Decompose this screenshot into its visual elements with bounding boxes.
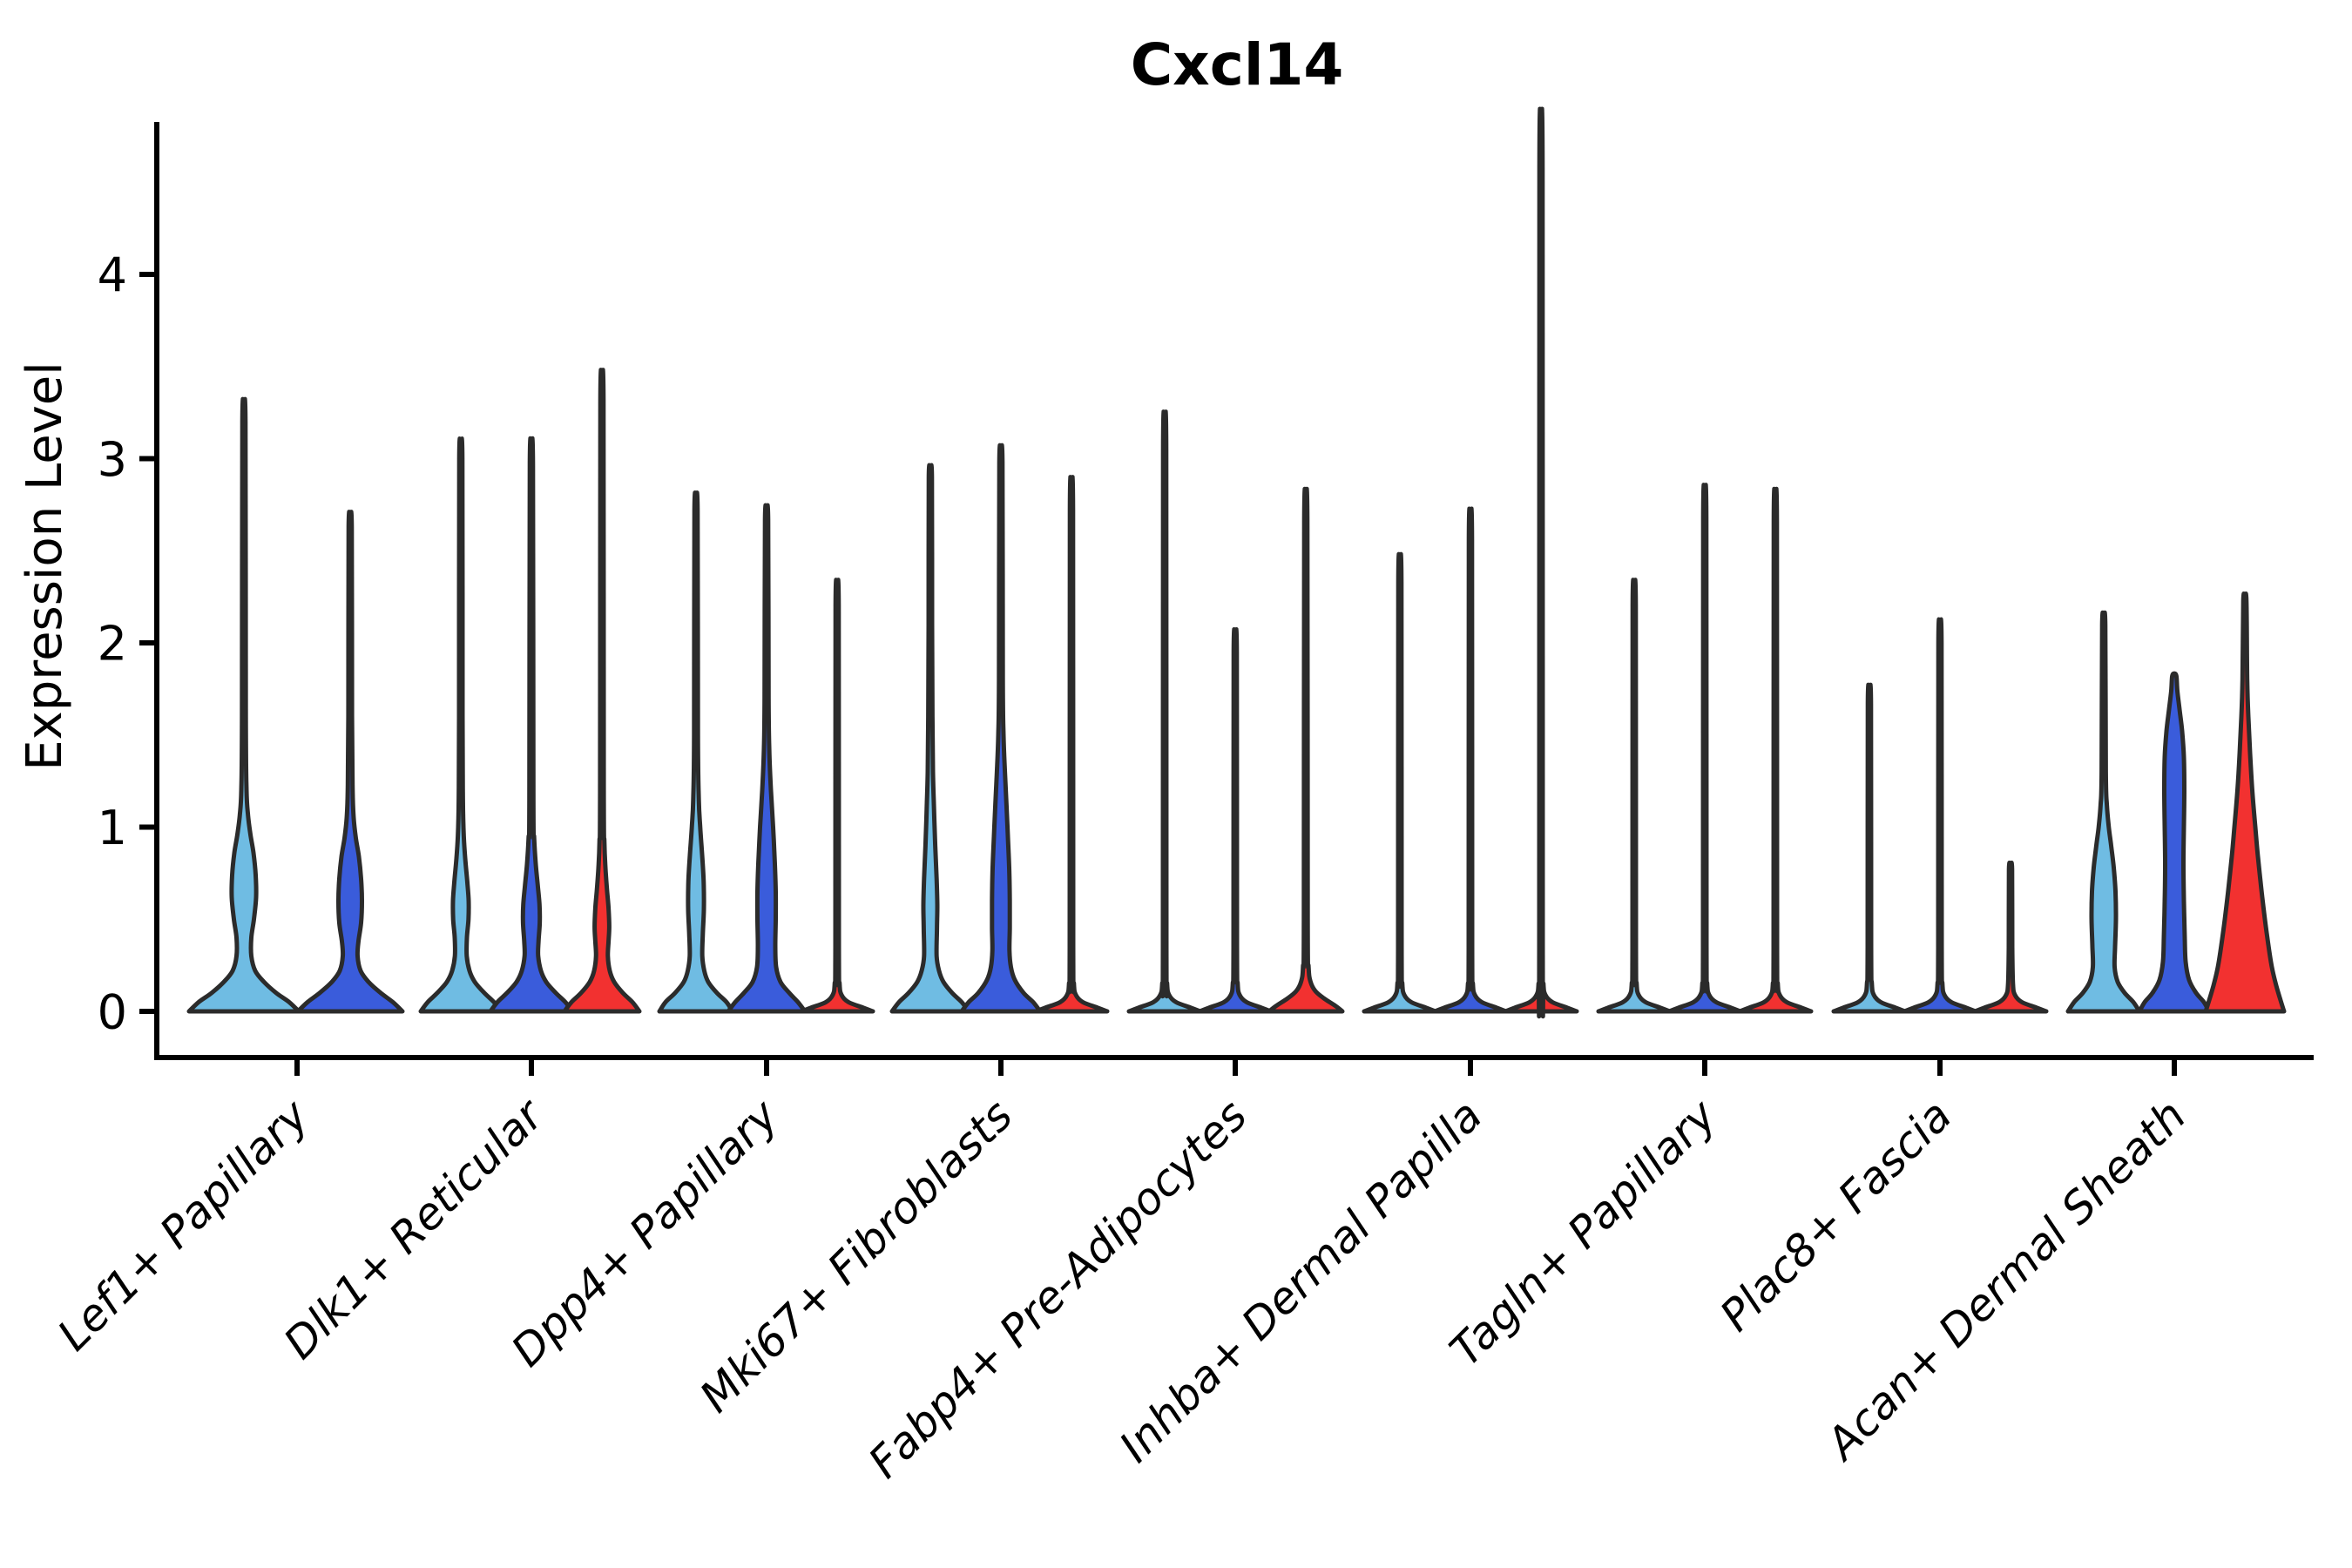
violin-9-2 [2137, 671, 2212, 1014]
x-category-label: Dlk1+ Reticular [274, 1088, 555, 1369]
y-tick-label: 1 [98, 801, 127, 855]
violin-9-3 [2203, 591, 2287, 1014]
violin-1-2 [295, 510, 405, 1014]
violin-5-2 [1197, 627, 1274, 1014]
chart-title: Cxcl14 [1131, 31, 1344, 98]
violin-2-3 [562, 368, 642, 1014]
violin-4-3 [1033, 475, 1110, 1014]
violin-6-1 [1362, 551, 1438, 1014]
y-tick-label: 2 [98, 616, 127, 671]
violin-4-1 [889, 463, 971, 1014]
violin-8-1 [1831, 682, 1908, 1014]
y-tick-label: 3 [98, 432, 127, 487]
violin-4-2 [959, 443, 1043, 1014]
violin-8-3 [1972, 860, 2049, 1014]
violin-1-1 [186, 396, 301, 1014]
violins-layer [186, 106, 2287, 1019]
y-tick-label: 4 [98, 247, 127, 302]
x-category-label: Lef1+ Papillary [48, 1089, 319, 1360]
violin-3-3 [799, 578, 875, 1014]
violin-2-1 [418, 436, 504, 1014]
violin-8-2 [1902, 617, 1978, 1014]
violin-6-3 [1503, 106, 1579, 1019]
x-category-label: Fabp4+ Pre-Adipocytes [859, 1090, 1257, 1488]
violin-9-1 [2065, 610, 2142, 1014]
violin-7-1 [1596, 578, 1673, 1014]
violin-7-2 [1666, 483, 1743, 1014]
x-category-label: Plac8+ Fascia [1711, 1090, 1962, 1341]
y-axis-label: Expression Level [17, 362, 73, 771]
violin-3-1 [657, 490, 735, 1014]
y-axis-ticks: 0 1 2 3 4 [98, 247, 154, 1039]
violin-5-1 [1126, 409, 1203, 1014]
violin-6-2 [1432, 506, 1509, 1014]
violin-7-3 [1737, 486, 1814, 1014]
violin-3-2 [726, 503, 808, 1014]
violin-5-3 [1267, 487, 1345, 1014]
violin-2-2 [488, 436, 575, 1014]
y-tick-label: 0 [98, 984, 127, 1039]
